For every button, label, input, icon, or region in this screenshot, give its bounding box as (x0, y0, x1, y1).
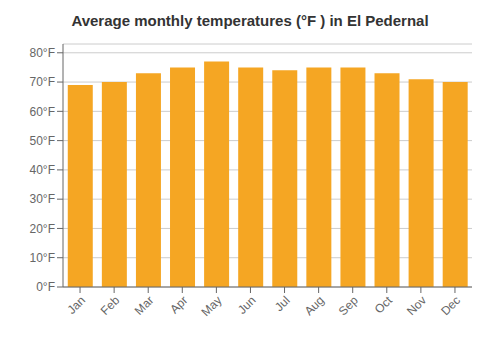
svg-text:Aug: Aug (302, 293, 327, 318)
svg-text:20°F: 20°F (30, 222, 55, 236)
svg-text:Feb: Feb (98, 293, 123, 318)
svg-text:Jul: Jul (272, 293, 293, 314)
svg-text:Mar: Mar (132, 293, 157, 318)
svg-text:50°F: 50°F (30, 134, 55, 148)
svg-text:Jun: Jun (235, 293, 259, 317)
html-text:Average monthly temperatures (: Average monthly temperatures (°F ) in El… (71, 12, 429, 29)
svg-text:Oct: Oct (372, 293, 396, 317)
svg-text:Apr: Apr (167, 293, 190, 316)
svg-text:40°F: 40°F (30, 163, 55, 177)
svg-text:Jan: Jan (65, 293, 89, 317)
svg-text:60°F: 60°F (30, 105, 55, 119)
svg-text:Nov: Nov (404, 293, 429, 318)
svg-text:May: May (199, 293, 225, 319)
svg-text:80°F: 80°F (30, 46, 55, 60)
svg-text:0°F: 0°F (36, 280, 55, 294)
svg-text:30°F: 30°F (30, 192, 55, 206)
svg-text:Sep: Sep (336, 293, 361, 318)
svg-text:Dec: Dec (438, 293, 463, 318)
svg-text:10°F: 10°F (30, 251, 55, 265)
svg-text:70°F: 70°F (30, 75, 55, 89)
